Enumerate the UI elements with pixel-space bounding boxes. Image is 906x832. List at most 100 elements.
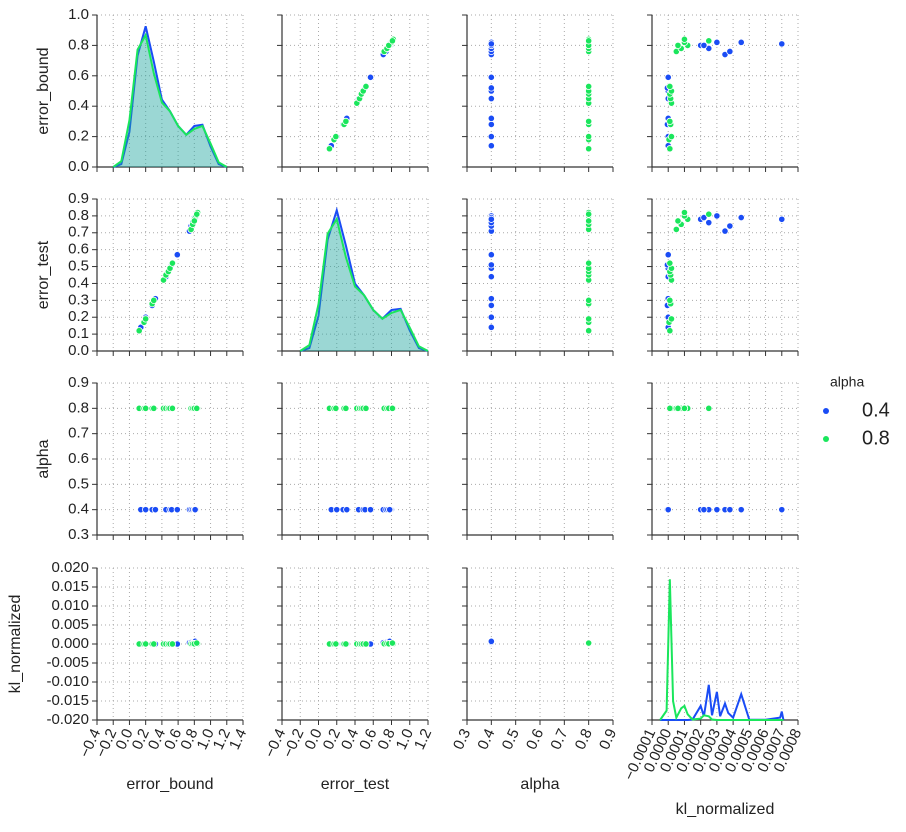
point bbox=[487, 215, 495, 223]
point bbox=[705, 404, 713, 412]
point bbox=[142, 315, 150, 323]
point bbox=[585, 259, 593, 267]
point bbox=[332, 404, 340, 412]
kde-line bbox=[112, 32, 228, 168]
y-tick-label: 0.020 bbox=[51, 559, 89, 576]
y-tick-label: 0.5 bbox=[68, 258, 89, 275]
point bbox=[666, 259, 674, 267]
point bbox=[487, 114, 495, 122]
point bbox=[190, 217, 198, 225]
point bbox=[778, 40, 786, 48]
y-tick-label: 0.010 bbox=[51, 597, 89, 614]
point bbox=[664, 73, 672, 81]
point bbox=[737, 213, 745, 222]
point bbox=[388, 37, 397, 45]
point bbox=[726, 222, 734, 230]
point bbox=[173, 506, 181, 514]
point bbox=[674, 217, 682, 225]
point bbox=[585, 315, 593, 323]
point bbox=[737, 38, 745, 46]
point bbox=[726, 47, 734, 56]
x-tick-label: 0.6 bbox=[523, 726, 547, 752]
y-tick-label: -0.010 bbox=[46, 673, 89, 690]
point bbox=[332, 133, 340, 141]
point bbox=[142, 506, 150, 514]
point bbox=[342, 640, 350, 648]
kde-area bbox=[300, 219, 428, 351]
point bbox=[487, 323, 495, 331]
point bbox=[713, 38, 721, 46]
point bbox=[191, 506, 199, 514]
point bbox=[388, 404, 397, 412]
point bbox=[487, 313, 495, 321]
x-tick-label: 0.7 bbox=[547, 726, 571, 752]
point bbox=[705, 210, 713, 218]
point bbox=[333, 506, 341, 514]
point bbox=[332, 640, 340, 648]
point bbox=[680, 35, 689, 43]
point bbox=[150, 404, 158, 412]
point bbox=[342, 404, 350, 412]
x-tick-label: 0.4 bbox=[474, 726, 498, 752]
point bbox=[487, 73, 495, 81]
point bbox=[388, 639, 397, 647]
point bbox=[666, 117, 674, 126]
y-tick-label: -0.015 bbox=[46, 692, 89, 709]
point bbox=[151, 506, 159, 514]
point bbox=[362, 404, 370, 412]
point bbox=[487, 295, 495, 303]
y-tick-label: 0.0 bbox=[68, 158, 89, 175]
point bbox=[585, 145, 593, 153]
point bbox=[667, 133, 676, 141]
point bbox=[487, 95, 495, 103]
point bbox=[142, 404, 150, 412]
point bbox=[674, 404, 682, 412]
point bbox=[585, 327, 593, 335]
point bbox=[325, 145, 334, 153]
point bbox=[193, 639, 201, 647]
point bbox=[672, 225, 680, 233]
legend-marker bbox=[823, 408, 829, 414]
y-axis-label: alpha bbox=[35, 439, 52, 478]
point bbox=[680, 208, 689, 217]
point bbox=[585, 133, 593, 141]
point bbox=[362, 82, 370, 91]
y-tick-label: 0.015 bbox=[51, 578, 89, 595]
y-tick-label: 0.6 bbox=[68, 241, 89, 258]
point bbox=[713, 506, 721, 514]
y-tick-label: 0.5 bbox=[68, 475, 89, 492]
x-tick-label: 0.8 bbox=[572, 726, 596, 752]
point bbox=[362, 640, 370, 648]
y-tick-label: 0.4 bbox=[68, 274, 89, 291]
y-tick-label: 0.2 bbox=[68, 308, 89, 325]
y-tick-label: 0.8 bbox=[68, 399, 89, 416]
point bbox=[386, 506, 394, 514]
x-axis-label: error_bound bbox=[126, 776, 213, 793]
kde-area bbox=[113, 26, 227, 168]
y-tick-label: 1.0 bbox=[68, 6, 89, 23]
y-tick-label: 0.2 bbox=[68, 128, 89, 145]
point bbox=[342, 117, 350, 126]
point bbox=[168, 259, 177, 267]
point bbox=[666, 82, 674, 91]
point bbox=[700, 41, 708, 50]
x-tick-label: 0.9 bbox=[596, 726, 620, 752]
point bbox=[343, 506, 351, 514]
point bbox=[664, 506, 672, 514]
y-axis-label: error_test bbox=[35, 240, 52, 309]
point bbox=[487, 142, 495, 150]
y-tick-label: 0.005 bbox=[51, 616, 89, 633]
x-tick-label: 0.3 bbox=[450, 726, 474, 752]
x-tick-label: 1.4 bbox=[226, 726, 250, 752]
y-tick-label: 0.8 bbox=[68, 36, 89, 53]
point bbox=[487, 120, 495, 129]
point bbox=[680, 404, 689, 412]
point bbox=[666, 404, 674, 412]
y-tick-label: 0.7 bbox=[68, 425, 89, 442]
point bbox=[135, 327, 143, 335]
point bbox=[585, 117, 593, 126]
x-axis-label: alpha bbox=[520, 776, 559, 793]
point bbox=[585, 217, 593, 225]
point bbox=[585, 639, 593, 647]
y-axis-label: kl_normalized bbox=[7, 595, 24, 694]
